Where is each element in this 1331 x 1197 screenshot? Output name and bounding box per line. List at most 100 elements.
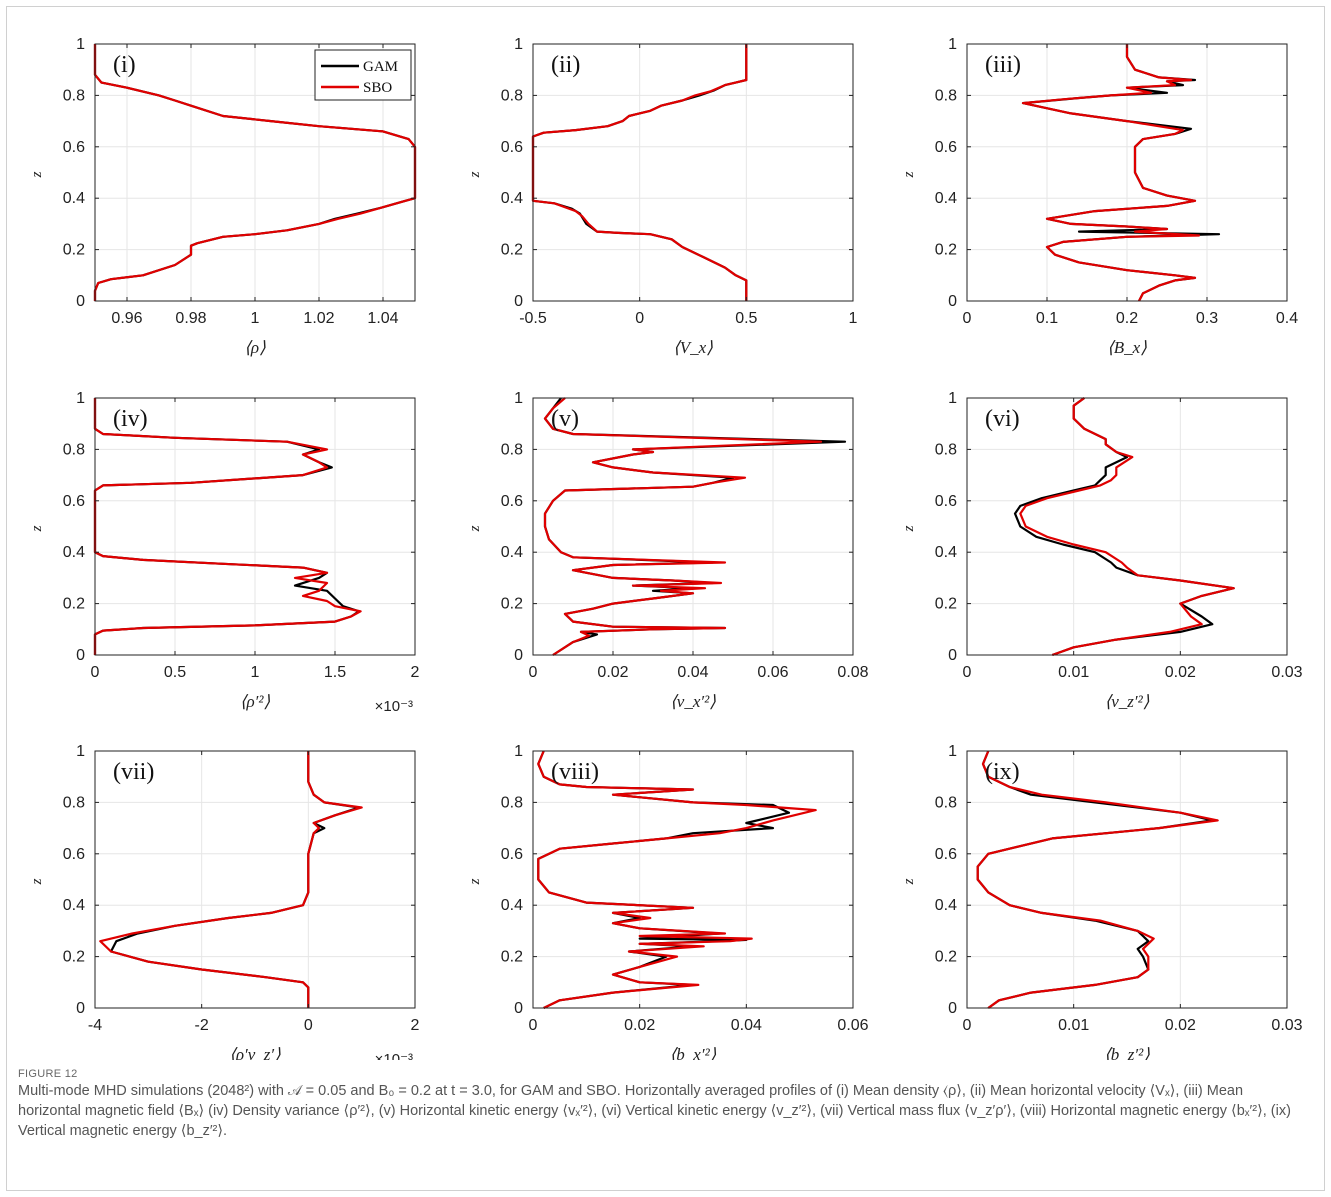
y-tick-label: 0.6	[63, 139, 85, 156]
y-axis-label: z	[901, 171, 917, 178]
figure-caption: FIGURE 12 Multi-mode MHD simulations (20…	[18, 1068, 1308, 1141]
x-axis-label: ⟨ρ′v_z′⟩	[229, 1045, 281, 1060]
y-tick-label: 0.8	[501, 87, 523, 104]
x-tick-label: 0.5	[735, 310, 757, 327]
panel-i: 0.96 0.98 1 1.02 1.04 0 0.2 0.4 0.6 0.8 1 z ⟨ρ⟩ (i) GA…	[29, 36, 417, 357]
y-tick-label: 1	[948, 743, 957, 760]
y-tick-label: 0.6	[501, 846, 523, 863]
figure-frame	[6, 6, 1325, 1191]
y-tick-label: 0.8	[63, 794, 85, 811]
x-tick-label: -4	[88, 1017, 102, 1034]
y-tick-label: 0	[76, 293, 85, 310]
x-tick-label: 1	[251, 310, 260, 327]
y-tick-label: 0.6	[501, 493, 523, 510]
x-tick-label: 0.08	[837, 664, 868, 681]
panel-label: (iii)	[985, 52, 1021, 78]
y-axis-label: z	[467, 878, 483, 885]
x-axis-label: ⟨ρ⟩	[244, 338, 266, 357]
y-tick-label: 0.8	[63, 87, 85, 104]
y-tick-label: 0.2	[501, 242, 523, 259]
x-tick-label: 1.5	[324, 664, 346, 681]
x-tick-label: 2	[411, 664, 420, 681]
y-tick-label: 1	[514, 743, 523, 760]
x-tick-label: 1	[849, 310, 858, 327]
y-axis-label: z	[29, 878, 45, 885]
series-sbo-line	[543, 397, 823, 656]
y-tick-label: 0.6	[63, 493, 85, 510]
x-tick-label: 0	[963, 1017, 972, 1034]
axes-box	[94, 750, 416, 1009]
panel-label: (ix)	[985, 759, 1020, 785]
x-tick-label: -2	[195, 1017, 209, 1034]
y-tick-label: 1	[948, 390, 957, 407]
y-tick-label: 0.8	[501, 441, 523, 458]
legend-label-gam: GAM	[363, 59, 398, 75]
y-tick-label: 0	[948, 293, 957, 310]
y-axis-label: z	[901, 525, 917, 532]
x-tick-label: 0.02	[1165, 1017, 1196, 1034]
x-tick-label: 1.02	[303, 310, 334, 327]
series-gam-line	[543, 397, 847, 656]
x-axis-label: ⟨ρ′²⟩	[240, 692, 271, 711]
series-sbo-line	[976, 750, 1219, 1009]
y-tick-label: 1	[76, 36, 85, 53]
y-tick-label: 1	[76, 390, 85, 407]
y-tick-label: 0.6	[935, 139, 957, 156]
figure-panels: 0.96 0.98 1 1.02 1.04 0 0.2 0.4 0.6 0.8 1 z ⟨ρ⟩ (i) GA…	[29, 36, 1303, 1060]
x-tick-label: -0.5	[519, 310, 547, 327]
x-tick-label: 0	[963, 310, 972, 327]
x-tick-label: 0.2	[1116, 310, 1138, 327]
y-tick-label: 0.4	[935, 544, 957, 561]
x-tick-label: 0.04	[677, 664, 708, 681]
y-tick-label: 0	[76, 647, 85, 664]
y-tick-label: 0.4	[63, 544, 85, 561]
y-tick-label: 0	[514, 647, 523, 664]
y-tick-label: 0.4	[501, 190, 523, 207]
y-tick-label: 1	[76, 743, 85, 760]
x-tick-label: 0	[529, 664, 538, 681]
y-axis-label: z	[901, 878, 917, 885]
x-tick-label: 0.04	[731, 1017, 762, 1034]
x-tick-label: 0.03	[1271, 1017, 1302, 1034]
panel-ix: 0 0.01 0.02 0.03 0 0.2 0.4 0.6 0.8 1 z ⟨b_z′²⟩ (ix)	[901, 743, 1303, 1060]
x-tick-label: 0	[635, 310, 644, 327]
axes-box	[532, 43, 854, 302]
series-gam-line	[1021, 44, 1221, 302]
panel-ii: -0.5 0 0.5 100.20.40.60.81z⟨V_x⟩(ii)	[467, 36, 858, 357]
panel-iv: 0 0.5 1 1.5 2 0 0.2 0.4 0.6 0.8 1 z ⟨ρ′²⟩ ×10⁻³ (iv)	[29, 390, 420, 715]
y-tick-label: 0.6	[501, 139, 523, 156]
x-tick-label: 0.5	[164, 664, 186, 681]
x-tick-label: 1	[251, 664, 260, 681]
x-tick-label: 2	[411, 1017, 420, 1034]
panel-label: (i)	[113, 52, 136, 78]
panel-vi: 0 0.01 0.02 0.03 0 0.2 0.4 0.6 0.8 1 z ⟨v_z′²⟩ (vi)	[901, 390, 1303, 711]
x-tick-label: 0.96	[111, 310, 142, 327]
x-axis-label: ⟨V_x⟩	[673, 338, 713, 357]
y-tick-label: 0.4	[63, 190, 85, 207]
x-tick-label: 0.4	[1276, 310, 1298, 327]
y-tick-label: 0.2	[935, 596, 957, 613]
x-tick-label: 0.3	[1196, 310, 1218, 327]
panel-iii: 0 0.1 0.2 0.3 0.4 0 0.2 0.4 0.6 0.8 1 z ⟨B_x⟩ (iii)	[901, 36, 1298, 357]
x-axis-label: ⟨b_z′²⟩	[1104, 1045, 1150, 1060]
series-gam-line	[976, 750, 1214, 1009]
panel-label: (vi)	[985, 406, 1020, 432]
y-tick-label: 0.6	[935, 846, 957, 863]
y-tick-label: 1	[948, 36, 957, 53]
legend-box	[314, 49, 412, 101]
panel-v: 0 0.02 0.04 0.06 0.08 0 0.2 0.4 0.6 0.8 1 z ⟨v_x′²⟩ (…	[467, 390, 869, 711]
caption-text: Multi-mode MHD simulations (2048²) with …	[18, 1083, 1291, 1139]
y-tick-label: 0.6	[935, 493, 957, 510]
x-tick-label: 0	[963, 664, 972, 681]
x-tick-label: 0.98	[175, 310, 206, 327]
panel-label: (ii)	[551, 52, 580, 78]
legend-label-sbo: SBO	[363, 80, 392, 96]
panel-vii: -4 -2 0 2 0 0.2 0.4 0.6 0.8 1 z ⟨ρ′v_z′⟩ ×10⁻³ (vii)	[29, 743, 420, 1060]
panel-label: (v)	[551, 406, 579, 432]
x-axis-label: ⟨B_x⟩	[1107, 338, 1147, 357]
y-tick-label: 0	[514, 293, 523, 310]
x-axis-label: ⟨b_x′²⟩	[670, 1045, 717, 1060]
y-tick-label: 0.8	[935, 87, 957, 104]
x-tick-label: 0	[91, 664, 100, 681]
x-axis-label: ⟨v_x′²⟩	[670, 692, 716, 711]
